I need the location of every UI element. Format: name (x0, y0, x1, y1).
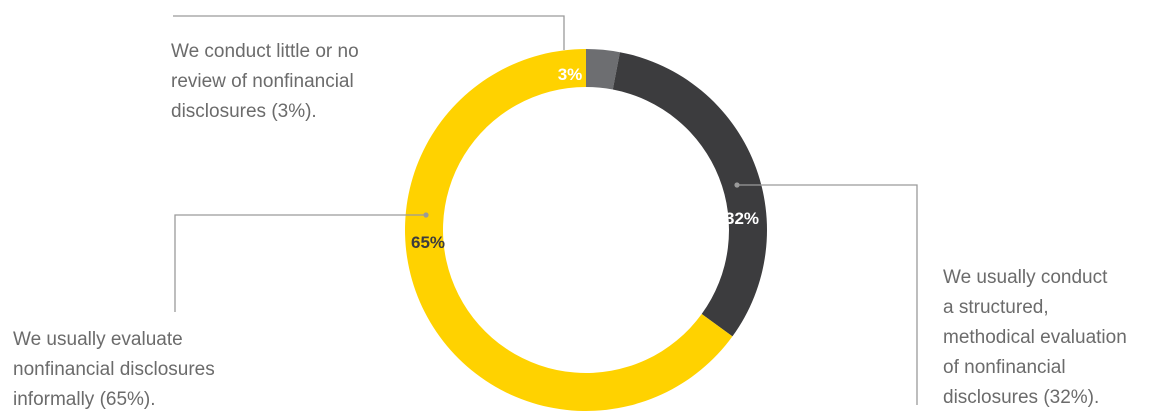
data-label-2: 32% (725, 209, 759, 228)
donut-slice-1 (586, 49, 620, 90)
leader-dot-right (734, 182, 740, 188)
leader-line-left (174, 214, 426, 312)
leader-lines (173, 15, 918, 405)
callout-structured-evaluation: We usually conduct a structured, methodi… (943, 267, 1127, 408)
donut-slices (404, 49, 767, 411)
data-label-3: 65% (411, 233, 445, 252)
callout-little-or-no-review: We conduct little or no review of nonfin… (171, 41, 359, 122)
leader-dot-left (423, 212, 429, 218)
leader-line-right (737, 184, 918, 405)
callout-informal-evaluation: We usually evaluate nonfinancial disclos… (13, 329, 215, 410)
data-labels: 3% 32% 65% (411, 65, 759, 252)
donut-slice-2 (612, 52, 767, 337)
data-label-1: 3% (558, 65, 583, 84)
leader-line-top (173, 15, 565, 50)
